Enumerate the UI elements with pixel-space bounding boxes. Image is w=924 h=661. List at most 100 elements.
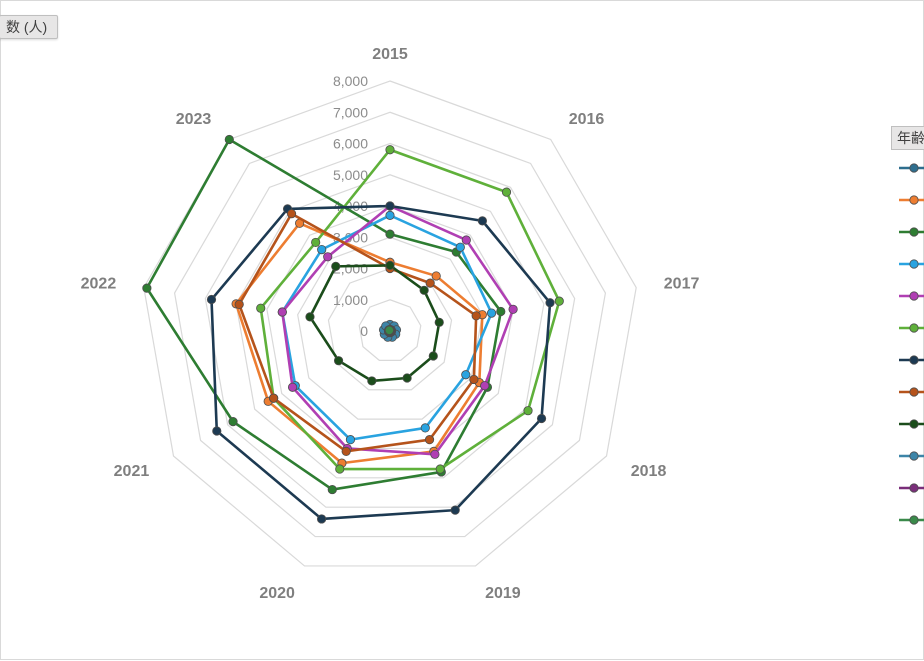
data-point[interactable] <box>367 376 377 386</box>
legend-item-0[interactable] <box>899 157 924 189</box>
data-point[interactable] <box>431 271 441 281</box>
legend-marker-icon <box>899 419 924 429</box>
legend-item-6[interactable] <box>899 349 924 381</box>
series-line[interactable] <box>210 204 552 521</box>
data-point[interactable] <box>536 413 547 424</box>
legend-marker-icon <box>899 387 924 397</box>
grid-ring-8 <box>143 80 637 567</box>
data-point[interactable] <box>428 351 438 361</box>
data-point[interactable] <box>501 187 512 197</box>
legend-marker-icon <box>899 451 924 461</box>
category-label-2017: 2017 <box>664 276 700 293</box>
legend-item-3[interactable] <box>899 253 924 285</box>
data-point[interactable] <box>461 235 471 245</box>
series-1[interactable] <box>231 218 487 468</box>
data-point[interactable] <box>316 514 327 524</box>
series-line[interactable] <box>145 138 503 491</box>
data-point[interactable] <box>384 325 394 335</box>
data-point[interactable] <box>496 306 506 317</box>
series-11[interactable] <box>384 325 396 337</box>
data-point[interactable] <box>142 283 152 293</box>
data-point[interactable] <box>425 278 435 288</box>
data-point[interactable] <box>212 426 222 436</box>
data-point[interactable] <box>385 145 395 155</box>
data-point[interactable] <box>486 308 497 318</box>
data-point[interactable] <box>471 311 481 321</box>
data-point[interactable] <box>480 381 490 391</box>
data-point[interactable] <box>424 435 435 445</box>
data-point[interactable] <box>256 303 266 313</box>
series-line[interactable] <box>308 264 441 383</box>
radial-tick-label: 7,000 <box>333 104 368 120</box>
data-point[interactable] <box>455 242 465 252</box>
legend-title[interactable]: 年齢 <box>891 126 924 150</box>
category-label-2018: 2018 <box>631 463 667 480</box>
grid-ring-7 <box>173 111 607 538</box>
series-6[interactable] <box>206 201 555 524</box>
data-point[interactable] <box>554 296 564 306</box>
series-line[interactable] <box>259 148 561 471</box>
radial-axis-labels: 01,0002,0003,0004,0005,0006,0007,0008,00… <box>333 73 368 339</box>
legend <box>899 157 924 541</box>
legend-item-1[interactable] <box>899 189 924 221</box>
series-line[interactable] <box>234 221 484 465</box>
series-7[interactable] <box>234 209 481 456</box>
data-point[interactable] <box>311 237 321 248</box>
data-point[interactable] <box>385 201 395 211</box>
data-point[interactable] <box>206 294 217 305</box>
data-point[interactable] <box>269 393 279 403</box>
data-point[interactable] <box>402 373 412 383</box>
data-point[interactable] <box>419 285 429 295</box>
data-point[interactable] <box>327 484 337 495</box>
value-field-button[interactable]: 数 (人) <box>0 15 59 39</box>
data-point[interactable] <box>277 307 287 317</box>
data-point[interactable] <box>228 417 238 427</box>
data-point[interactable] <box>323 252 333 262</box>
series-2[interactable] <box>142 134 506 495</box>
data-point[interactable] <box>477 216 488 226</box>
data-point[interactable] <box>435 464 445 474</box>
radial-tick-label: 8,000 <box>333 73 368 89</box>
legend-item-4[interactable] <box>899 285 924 317</box>
data-point[interactable] <box>469 374 479 385</box>
series-line[interactable] <box>280 214 493 441</box>
legend-item-2[interactable] <box>899 221 924 253</box>
data-point[interactable] <box>345 435 356 445</box>
legend-marker-icon <box>899 483 924 493</box>
data-point[interactable] <box>450 505 460 515</box>
data-point[interactable] <box>234 299 244 310</box>
data-point[interactable] <box>523 406 533 416</box>
data-point[interactable] <box>333 356 344 366</box>
grid-ring-3 <box>297 236 483 420</box>
legend-item-11[interactable] <box>899 509 924 541</box>
data-point[interactable] <box>420 423 430 433</box>
data-point[interactable] <box>287 382 298 392</box>
data-point[interactable] <box>224 134 234 145</box>
series-8[interactable] <box>305 260 444 386</box>
series-line[interactable] <box>280 204 515 456</box>
data-point[interactable] <box>434 317 444 327</box>
data-point[interactable] <box>385 229 395 239</box>
data-point[interactable] <box>430 449 440 459</box>
category-label-2016: 2016 <box>569 111 605 128</box>
data-point[interactable] <box>286 209 297 219</box>
data-point[interactable] <box>317 245 327 255</box>
legend-item-7[interactable] <box>899 381 924 413</box>
legend-item-8[interactable] <box>899 413 924 445</box>
data-point[interactable] <box>335 464 345 474</box>
data-point[interactable] <box>385 260 395 270</box>
data-point[interactable] <box>545 298 555 308</box>
data-point[interactable] <box>385 210 395 220</box>
data-point[interactable] <box>305 312 315 322</box>
data-point[interactable] <box>461 370 471 380</box>
series-5[interactable] <box>256 145 564 474</box>
legend-item-9[interactable] <box>899 445 924 477</box>
series-line[interactable] <box>237 212 478 453</box>
legend-item-10[interactable] <box>899 477 924 509</box>
data-point[interactable] <box>341 446 351 456</box>
series-4[interactable] <box>277 201 518 459</box>
data-point[interactable] <box>331 261 341 271</box>
legend-item-5[interactable] <box>899 317 924 349</box>
data-point[interactable] <box>508 304 518 314</box>
